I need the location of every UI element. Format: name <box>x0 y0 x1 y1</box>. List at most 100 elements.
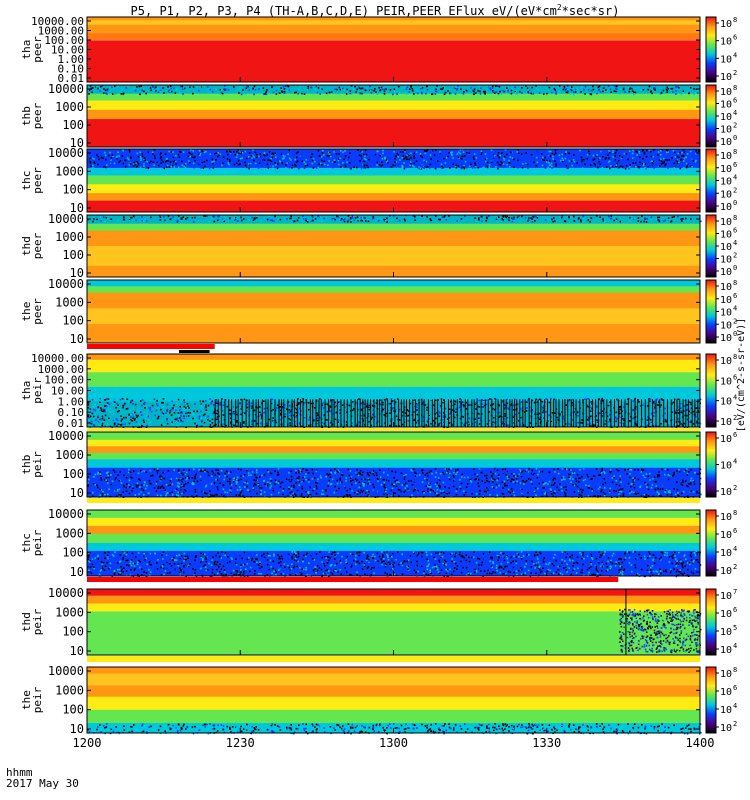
noise-dot <box>194 403 196 405</box>
noise-dot <box>194 491 197 493</box>
noise-dot <box>496 86 499 89</box>
noise-dot <box>160 165 162 167</box>
noise-dot <box>363 482 366 484</box>
noise-dot <box>168 150 171 153</box>
band-3 <box>87 33 700 41</box>
stripe <box>555 399 557 427</box>
noise-dot <box>275 93 278 95</box>
noise-dot <box>660 398 663 400</box>
noise-dot <box>383 398 386 401</box>
noise-dot <box>166 422 169 425</box>
noise-dot <box>485 403 488 406</box>
noise-dot <box>366 162 368 165</box>
noise-dot <box>627 398 630 400</box>
noise-dot <box>379 154 381 157</box>
noise-dot <box>444 215 446 217</box>
noise-dot <box>646 424 648 427</box>
noise-dot <box>546 92 548 95</box>
panel-tha-peer: 10000.001000.00100.0010.001.000.100.01th… <box>20 15 737 85</box>
noise-dot <box>141 399 144 401</box>
noise-dot <box>455 86 457 89</box>
noise-dot <box>337 216 340 218</box>
noise-dot <box>486 423 489 425</box>
noise-dot <box>289 418 292 421</box>
noise-dot <box>641 468 643 471</box>
noise-dot <box>653 406 656 409</box>
noise-dot <box>557 419 560 421</box>
stripe <box>679 399 681 427</box>
noise-dot <box>617 486 619 488</box>
noise-dot <box>448 215 450 217</box>
noise-dot <box>357 479 360 481</box>
noise-dot <box>194 85 196 87</box>
noise-dot <box>492 91 495 93</box>
y-axis-label-species: peer <box>31 232 44 259</box>
noise-dot <box>403 157 406 160</box>
noise-dot <box>481 480 483 482</box>
noise-dot <box>223 495 225 497</box>
noise-dot <box>202 421 204 423</box>
noise-dot <box>506 215 508 218</box>
noise-dot <box>587 165 590 167</box>
noise-dot <box>655 218 658 221</box>
noise-dot <box>283 157 285 160</box>
noise-dot <box>576 485 579 488</box>
noise-dot <box>382 87 384 89</box>
noise-dot <box>347 159 349 162</box>
noise-dot <box>203 151 206 154</box>
noise-dot <box>563 87 565 90</box>
noise-dot <box>363 403 365 405</box>
noise-dot <box>215 88 217 90</box>
noise-dot <box>224 158 227 161</box>
noise-dot <box>683 167 685 169</box>
noise-dot <box>695 150 697 152</box>
noise-dot <box>650 216 653 219</box>
noise-dot <box>576 91 579 93</box>
noise-dot <box>308 419 310 421</box>
noise-dot <box>664 468 667 471</box>
band-3 <box>87 386 700 402</box>
noise-dot <box>102 216 105 218</box>
noise-dot <box>321 409 323 412</box>
noise-dot <box>410 152 412 155</box>
noise-dot <box>191 153 193 156</box>
noise-dot <box>201 419 203 422</box>
noise-dot <box>685 166 688 169</box>
noise-dot <box>170 414 173 416</box>
noise-dot <box>215 402 217 404</box>
noise-dot <box>647 416 649 418</box>
noise-dot <box>508 409 510 411</box>
noise-dot <box>480 87 482 90</box>
noise-dot <box>477 89 479 92</box>
noise-dot <box>641 163 644 165</box>
noise-dot <box>581 422 583 424</box>
noise-dot <box>254 89 257 91</box>
stripe <box>228 399 230 427</box>
noise-dot <box>683 405 686 407</box>
noise-dot <box>360 470 362 472</box>
stripe <box>296 399 298 427</box>
noise-dot <box>404 150 406 153</box>
noise-dot <box>270 402 273 405</box>
y-tick-label: 1000 <box>55 100 84 114</box>
noise-dot <box>576 474 579 476</box>
noise-dot <box>661 149 663 152</box>
noise-dot <box>334 418 337 421</box>
stripe <box>217 399 219 427</box>
noise-dot <box>511 218 514 220</box>
noise-dot <box>312 167 315 169</box>
noise-dot <box>484 93 486 95</box>
noise-dot <box>419 216 421 218</box>
noise-dot <box>434 494 437 496</box>
noise-dot <box>426 409 428 411</box>
noise-dot <box>166 477 169 479</box>
noise-dot <box>112 85 114 87</box>
colorbar-tick-exponent: 6 <box>733 373 737 381</box>
noise-dot <box>143 421 145 423</box>
noise-dot <box>177 421 179 424</box>
noise-dot <box>265 90 268 93</box>
noise-dot <box>221 398 223 400</box>
noise-dot <box>498 163 501 166</box>
noise-dot <box>93 216 95 219</box>
noise-dot <box>266 469 269 472</box>
